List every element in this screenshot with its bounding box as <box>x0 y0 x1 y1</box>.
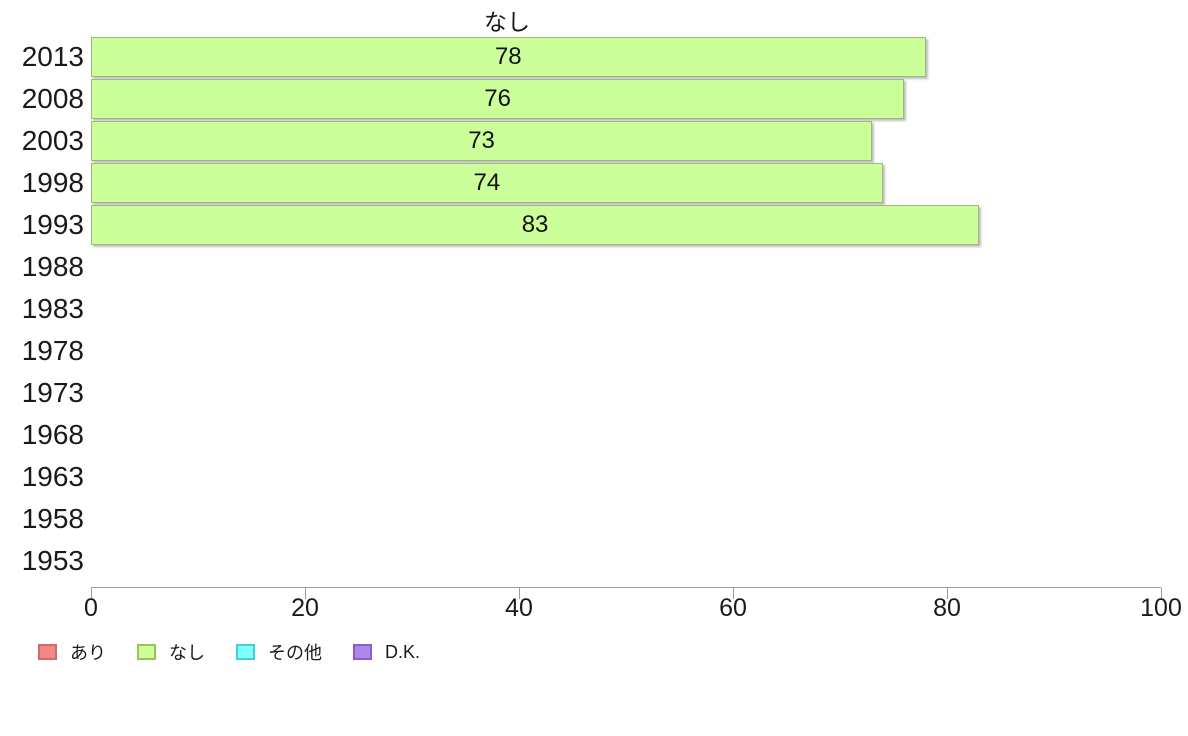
y-axis-label: 2003 <box>21 125 84 156</box>
x-axis <box>91 587 1161 588</box>
y-axis-label: 1988 <box>21 251 84 282</box>
legend-item: その他 <box>236 639 322 665</box>
x-tick-label: 0 <box>84 594 98 622</box>
bar-value-label: 74 <box>473 169 501 196</box>
y-axis-label: 1968 <box>21 419 84 450</box>
bar: 78 <box>91 37 926 77</box>
bar: 76 <box>91 79 905 119</box>
x-tick-label: 80 <box>933 594 961 622</box>
y-axis-label: 1958 <box>21 503 84 534</box>
y-axis-label: 2008 <box>21 83 84 114</box>
bar-value-label: 83 <box>521 211 549 238</box>
x-tick <box>91 588 92 599</box>
x-tick-label: 60 <box>719 594 747 622</box>
legend-swatch <box>137 644 156 660</box>
legend-item: なし <box>137 639 205 665</box>
y-axis-label: 1998 <box>21 167 84 198</box>
legend-swatch <box>38 644 57 660</box>
legend-label: D.K. <box>385 641 421 662</box>
bar: 73 <box>91 121 873 161</box>
bar: 74 <box>91 163 883 203</box>
legend-item: あり <box>38 639 106 665</box>
bar-value-label: 73 <box>468 127 495 154</box>
x-tick <box>733 588 734 599</box>
chart-title: なし <box>484 9 530 35</box>
y-axis-label: 1953 <box>21 545 84 576</box>
y-axis-label: 2013 <box>21 41 84 72</box>
x-tick <box>519 588 520 599</box>
legend-label: あり <box>70 643 106 663</box>
x-tick-label: 20 <box>291 594 319 622</box>
x-tick-label: 100 <box>1140 594 1182 622</box>
legend-swatch <box>353 644 372 660</box>
legend-swatch <box>236 644 255 660</box>
x-tick <box>947 588 948 599</box>
legend-label: その他 <box>268 643 322 663</box>
y-axis-label: 1963 <box>21 461 84 492</box>
bar: 83 <box>91 205 980 245</box>
legend-label: なし <box>169 643 205 663</box>
y-axis-label: 1983 <box>21 293 84 324</box>
legend-item: D.K. <box>353 642 420 663</box>
legend: あり なし その他 D.K. <box>38 639 420 665</box>
y-axis-label: 1973 <box>21 377 84 408</box>
y-axis-label: 1993 <box>21 209 84 240</box>
bar-value-label: 78 <box>494 43 522 70</box>
y-axis-label: 1978 <box>21 335 84 366</box>
x-tick <box>305 588 306 599</box>
bar-value-label: 76 <box>484 85 511 112</box>
x-tick <box>1161 588 1162 599</box>
x-tick-label: 40 <box>505 594 533 622</box>
